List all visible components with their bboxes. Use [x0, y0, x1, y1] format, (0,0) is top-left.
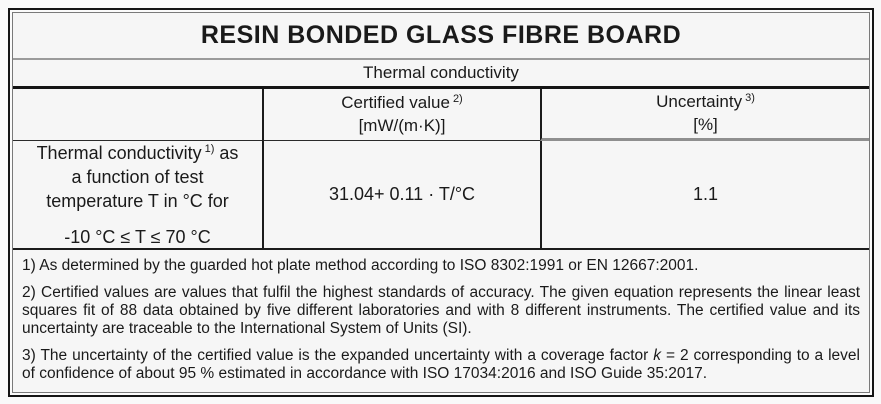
temperature-range: -10 °C ≤ T ≤ 70 °C — [64, 227, 211, 247]
table-header-row: Certified value 2) [mW/(m·K)] Uncertainty… — [13, 88, 869, 141]
table-title-row: RESIN BONDED GLASS FIBRE BOARD — [13, 13, 869, 60]
footnote-ref-2: 2) — [452, 92, 463, 105]
uncertainty-value-cell: 1.1 — [540, 141, 869, 248]
footnote-3: 3) The uncertainty of the certified valu… — [22, 347, 860, 382]
property-description: Thermal conductivity 1) as a function of … — [36, 143, 239, 211]
certificate-table: RESIN BONDED GLASS FIBRE BOARD Thermal c… — [12, 12, 870, 393]
property-description-cell: Thermal conductivity 1) as a function of … — [13, 141, 262, 248]
header-cell-uncertainty: Uncertainty 3) [%] — [540, 88, 869, 141]
footnote-2: 2) Certified values are values that fulf… — [22, 284, 860, 337]
certificate-table-frame: RESIN BONDED GLASS FIBRE BOARD Thermal c… — [8, 8, 874, 397]
footnote-1: 1) As determined by the guarded hot plat… — [22, 257, 699, 274]
coverage-factor-k: k — [653, 347, 662, 364]
header-cell-certified-value: Certified value 2) [mW/(m·K)] — [262, 88, 540, 141]
footnote-ref-1: 1) — [204, 143, 215, 155]
header-cell-empty — [13, 89, 262, 141]
material-title: RESIN BONDED GLASS FIBRE BOARD — [200, 20, 682, 49]
uncertainty-unit: [%] — [693, 115, 718, 135]
certified-value-header: Certified value 2) — [341, 92, 463, 113]
uncertainty-header: Uncertainty 3) — [656, 91, 755, 112]
certified-value-unit: [mW/(m·K)] — [358, 116, 446, 136]
uncertainty-value: 1.1 — [692, 184, 719, 204]
footnote-ref-3: 3) — [745, 91, 755, 104]
certified-value-equation: 31.04+ 0.11 · T/°C — [328, 184, 476, 204]
table-data-row: Thermal conductivity 1) as a function of … — [13, 141, 869, 248]
property-subtitle: Thermal conductivity — [363, 62, 519, 82]
certified-value-cell: 31.04+ 0.11 · T/°C — [262, 141, 540, 248]
table-subtitle-row: Thermal conductivity — [13, 60, 869, 89]
footnotes-section: 1) As determined by the guarded hot plat… — [13, 248, 869, 392]
